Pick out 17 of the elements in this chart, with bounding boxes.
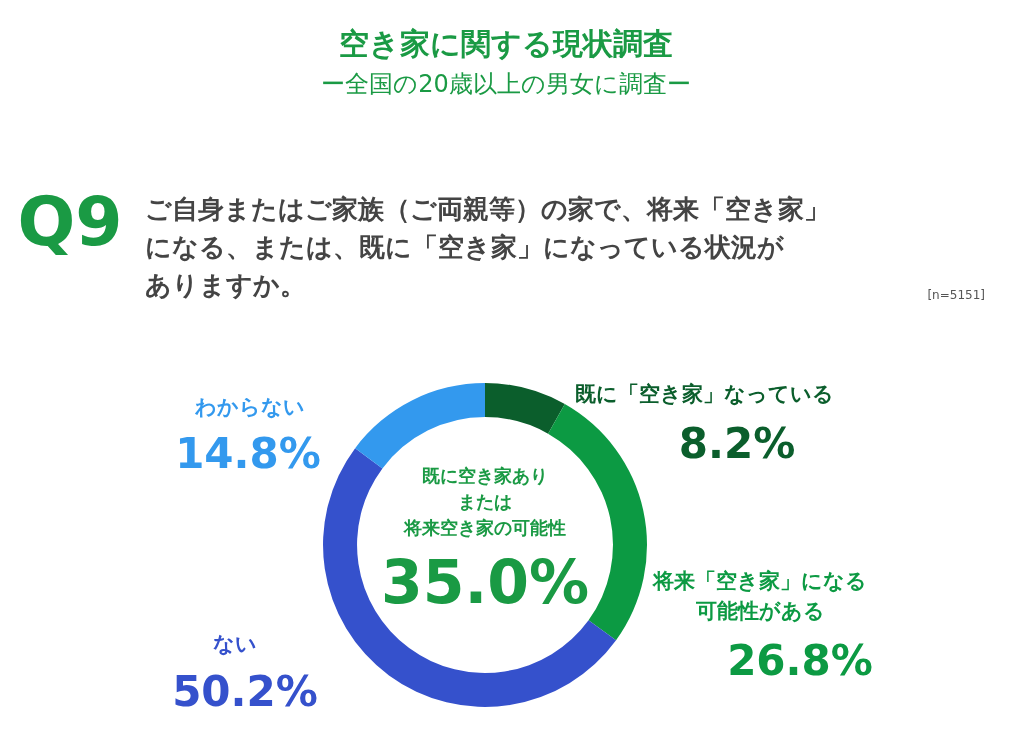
chart-title: 空き家に関する現状調査 xyxy=(339,26,673,61)
data-label: 14.8% xyxy=(175,429,321,478)
slice-label: ない xyxy=(213,632,257,656)
text: Q9 xyxy=(17,182,123,261)
slice-label: わからない xyxy=(194,395,305,419)
donut-slice xyxy=(485,383,565,434)
text: 既に空き家ありまたは将来空き家の可能性 xyxy=(403,464,566,539)
text: [n=5151] xyxy=(927,288,985,302)
data-label: 26.8% xyxy=(727,636,873,685)
donut-slice xyxy=(323,448,617,707)
data-label: 50.2% xyxy=(172,667,318,716)
chart-subtitle: ー全国の20歳以上の男女に調査ー xyxy=(321,70,691,98)
slice-label: 既に「空き家」なっている xyxy=(575,382,834,406)
data-label: 8.2% xyxy=(678,419,796,468)
slice-label: 将来「空き家」になる可能性がある xyxy=(652,568,867,624)
text: 35.0% xyxy=(380,547,590,617)
text: ご自身またはご家族（ご両親等）の家で、将来「空き家」になる、または、既に「空き家」になっている状況がありますか。 xyxy=(145,194,830,300)
